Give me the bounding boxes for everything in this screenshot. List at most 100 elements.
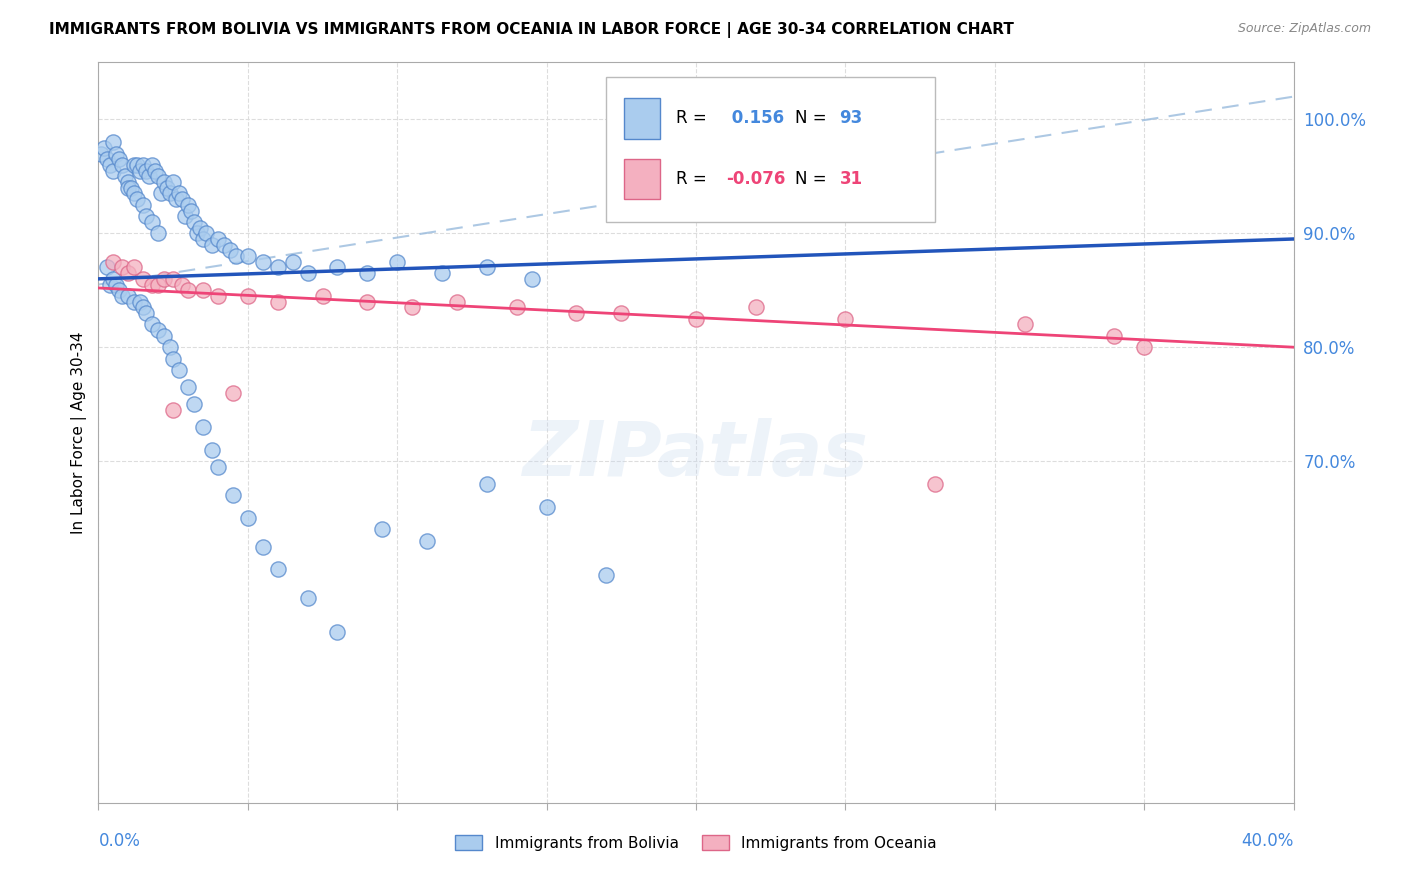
Point	[191, 232, 214, 246]
Point	[207, 459, 229, 474]
Point	[103, 254, 125, 268]
Point	[252, 540, 274, 554]
Point	[172, 192, 194, 206]
Point	[446, 294, 468, 309]
Point	[148, 277, 170, 292]
Point	[124, 294, 146, 309]
Point	[153, 272, 176, 286]
Point	[111, 289, 134, 303]
Point	[162, 175, 184, 189]
Point	[162, 402, 184, 417]
Point	[135, 163, 157, 178]
Point	[96, 260, 118, 275]
Text: 0.156: 0.156	[725, 109, 785, 127]
Point	[595, 568, 617, 582]
Text: -0.076: -0.076	[725, 169, 785, 187]
Point	[222, 385, 245, 400]
Text: R =: R =	[676, 109, 711, 127]
Text: N =: N =	[796, 169, 832, 187]
Point	[188, 220, 211, 235]
Point	[117, 266, 139, 280]
Point	[167, 186, 190, 201]
Point	[105, 277, 128, 292]
Point	[225, 249, 247, 263]
Point	[135, 209, 157, 223]
Point	[267, 294, 290, 309]
Point	[201, 442, 224, 457]
Text: 40.0%: 40.0%	[1241, 832, 1294, 850]
Point	[252, 254, 274, 268]
Text: 0.0%: 0.0%	[98, 832, 141, 850]
Point	[141, 318, 163, 332]
Point	[129, 294, 152, 309]
Point	[148, 169, 170, 184]
Y-axis label: In Labor Force | Age 30-34: In Labor Force | Age 30-34	[72, 331, 87, 534]
Point	[1104, 328, 1126, 343]
Point	[153, 175, 176, 189]
Point	[111, 260, 134, 275]
Point	[191, 283, 214, 297]
Point	[174, 209, 197, 223]
Point	[326, 624, 349, 639]
Point	[834, 311, 856, 326]
Point	[117, 175, 139, 189]
Point	[141, 277, 163, 292]
Point	[103, 135, 125, 149]
Point	[177, 198, 200, 212]
Point	[162, 272, 184, 286]
Point	[96, 153, 118, 167]
Point	[475, 476, 498, 491]
Point	[124, 186, 146, 201]
Point	[127, 158, 149, 172]
Point	[177, 283, 200, 297]
Point	[1014, 318, 1036, 332]
Point	[924, 476, 946, 491]
FancyBboxPatch shape	[624, 159, 661, 200]
Text: IMMIGRANTS FROM BOLIVIA VS IMMIGRANTS FROM OCEANIA IN LABOR FORCE | AGE 30-34 CO: IMMIGRANTS FROM BOLIVIA VS IMMIGRANTS FR…	[49, 22, 1014, 38]
Legend: Immigrants from Bolivia, Immigrants from Oceania: Immigrants from Bolivia, Immigrants from…	[456, 835, 936, 851]
Point	[565, 306, 588, 320]
Point	[745, 301, 768, 315]
Text: Source: ZipAtlas.com: Source: ZipAtlas.com	[1237, 22, 1371, 36]
Point	[475, 260, 498, 275]
Point	[108, 283, 131, 297]
Point	[156, 180, 179, 194]
Point	[165, 192, 187, 206]
Text: R =: R =	[676, 169, 711, 187]
Point	[159, 340, 181, 354]
Point	[124, 158, 146, 172]
Point	[150, 186, 173, 201]
Point	[93, 141, 115, 155]
Point	[132, 301, 155, 315]
Point	[222, 488, 245, 502]
Point	[138, 169, 160, 184]
Point	[236, 289, 259, 303]
Point	[103, 272, 125, 286]
Point	[1133, 340, 1156, 354]
Point	[132, 272, 155, 286]
Point	[117, 289, 139, 303]
Point	[191, 420, 214, 434]
Point	[326, 260, 349, 275]
Point	[167, 363, 190, 377]
FancyBboxPatch shape	[606, 78, 935, 221]
Point	[356, 294, 378, 309]
Point	[117, 180, 139, 194]
Point	[148, 227, 170, 241]
Point	[148, 323, 170, 337]
Point	[236, 249, 259, 263]
Point	[610, 306, 633, 320]
Point	[297, 266, 319, 280]
Point	[201, 237, 224, 252]
Point	[281, 254, 304, 268]
Point	[127, 192, 149, 206]
Point	[207, 289, 229, 303]
Point	[98, 277, 122, 292]
Point	[180, 203, 202, 218]
Point	[108, 153, 131, 167]
Point	[267, 260, 290, 275]
Point	[141, 158, 163, 172]
Point	[236, 511, 259, 525]
Point	[103, 163, 125, 178]
Point	[297, 591, 319, 605]
